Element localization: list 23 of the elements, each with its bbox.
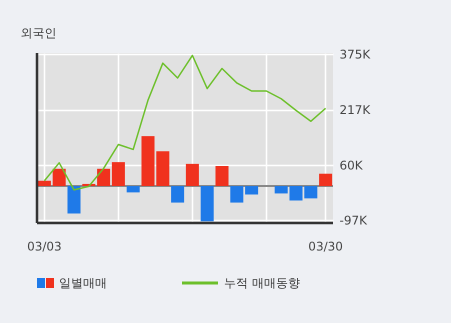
chart-title: 외국인 <box>20 26 57 40</box>
bar <box>156 151 170 186</box>
bar <box>141 136 155 186</box>
bar <box>215 166 229 186</box>
legend-label: 일별매매 <box>59 276 107 290</box>
x-tick-label: 03/03 <box>27 240 62 254</box>
y-tick-label: 60K <box>340 158 364 172</box>
x-tick-label: 03/30 <box>308 240 343 254</box>
bar <box>304 186 318 198</box>
legend-label: 누적 매매동향 <box>224 276 300 290</box>
bar <box>126 186 140 192</box>
y-tick-label: 217K <box>340 103 372 118</box>
bar <box>186 164 199 186</box>
line-series <box>44 54 326 191</box>
bar <box>67 186 81 214</box>
bar <box>319 174 332 186</box>
bar <box>112 162 125 186</box>
y-tick-label: -97K <box>340 214 368 228</box>
y-tick-label: 375K <box>340 48 372 62</box>
bar <box>289 186 303 200</box>
bar <box>200 186 214 222</box>
bar <box>274 186 288 194</box>
bar <box>171 186 184 203</box>
